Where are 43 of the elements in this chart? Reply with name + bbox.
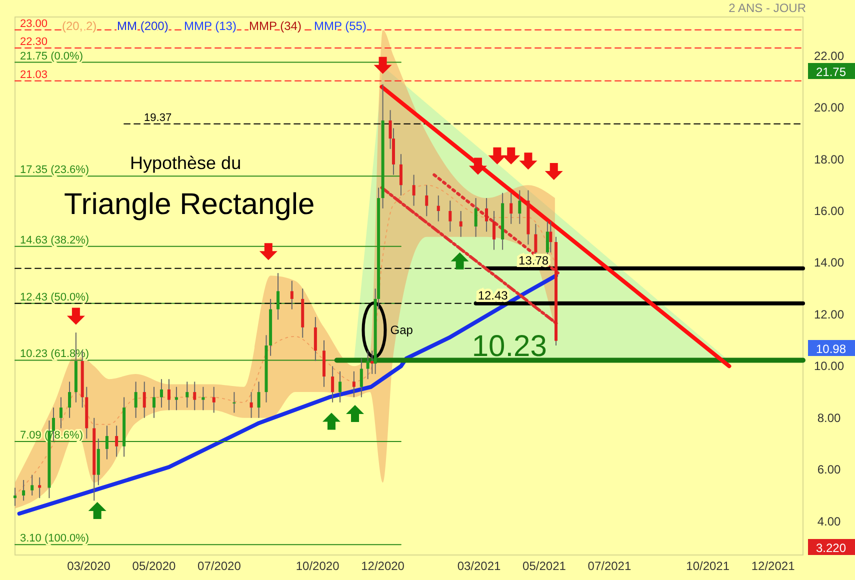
x-tick-label: 05/2021 — [522, 559, 566, 573]
text: Hypothèse du — [130, 153, 242, 173]
series-label: 17.35 (23.6%) — [20, 164, 90, 176]
text: 2 ANS - JOUR — [728, 1, 806, 15]
text: 3.220 — [816, 541, 846, 555]
y-tick-label: 18.00 — [814, 152, 844, 166]
y-tick-label: 10.00 — [814, 359, 844, 374]
text: 10.98 — [816, 342, 846, 356]
x-tick-label: 10/2021 — [686, 559, 730, 573]
series-label: 12.43 — [478, 288, 508, 302]
series-label: 21.03 — [20, 68, 48, 81]
y-tick-label: 4.00 — [817, 514, 841, 528]
x-tick-label: 12/2021 — [751, 559, 796, 573]
y-tick-label: 20.00 — [814, 100, 844, 115]
series-label: 12.43 (50.0%) — [20, 291, 90, 304]
series-label: 14.63 (38.2%) — [20, 234, 90, 246]
series-label: 19.37 — [144, 112, 172, 124]
text: Triangle Rectangle — [64, 188, 315, 221]
x-tick-label: 10/2020 — [296, 559, 340, 573]
x-tick-label: 03/2020 — [67, 559, 111, 573]
annotation: Gap — [390, 322, 414, 337]
annotation: MMP (34) — [249, 19, 302, 33]
y-tick-label: 6.00 — [817, 462, 841, 477]
series-label: 3.10 (100.0%) — [20, 532, 90, 545]
series-label: 22.30 — [20, 36, 48, 48]
text: MM (200) — [117, 19, 168, 33]
y-tick-label: 16.00 — [814, 204, 844, 218]
annotation: MMP (55) — [314, 19, 366, 33]
x-tick-label: 05/2020 — [132, 559, 176, 573]
series-label: 10.23 — [472, 330, 547, 364]
y-tick-label: 14.00 — [814, 256, 844, 270]
x-tick-label: 12/2020 — [361, 559, 405, 573]
x-tick-label: 07/2021 — [588, 559, 632, 573]
text: 21.75 — [816, 65, 846, 79]
annotation: MMP (13) — [184, 19, 236, 33]
x-tick-label: 03/2021 — [457, 559, 502, 573]
text: (20, 2) — [62, 19, 97, 33]
series-label: 23.00 — [20, 18, 48, 30]
x-tick-label: 07/2020 — [198, 559, 242, 573]
y-tick-label: 12.00 — [814, 307, 844, 322]
y-tick-label: 22.00 — [814, 48, 844, 63]
y-tick-label: 8.00 — [817, 410, 841, 425]
series-label: 21.75 (0.0%) — [20, 50, 83, 62]
